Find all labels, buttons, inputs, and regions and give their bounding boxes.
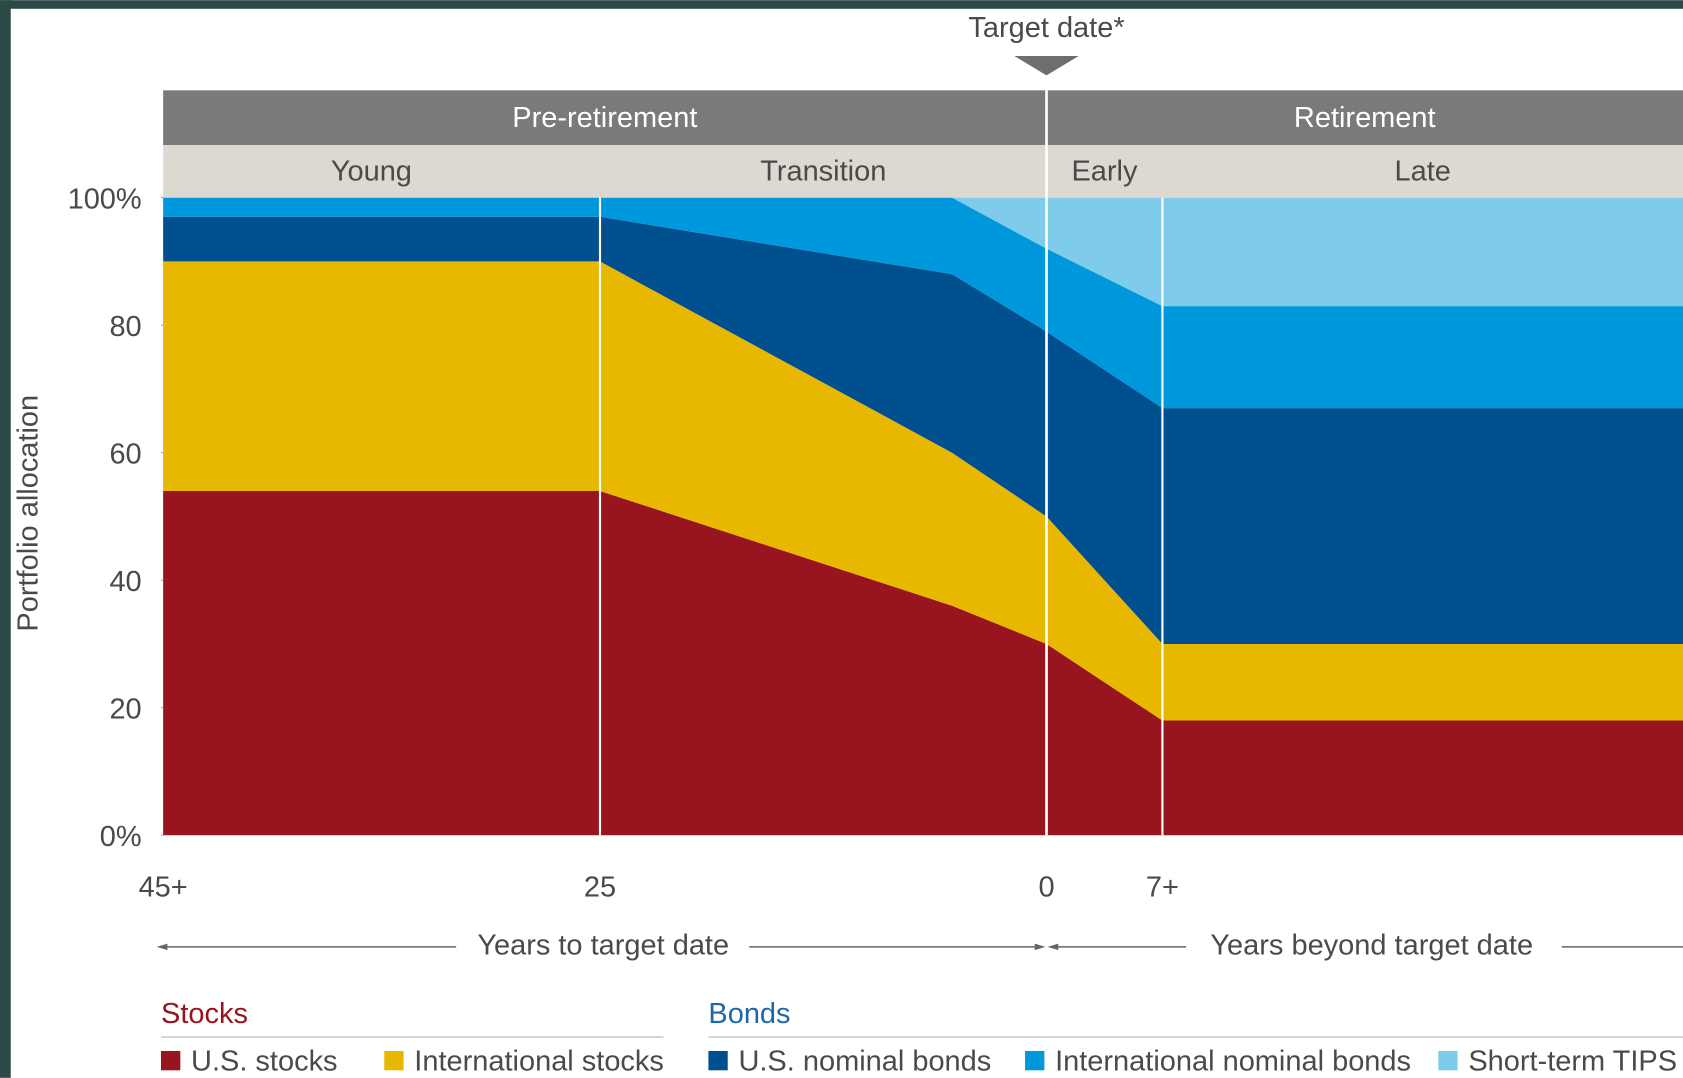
area [163, 197, 1683, 307]
legend-swatch [1025, 1050, 1045, 1071]
subphase-label: Late [1395, 156, 1451, 188]
overlay: Target date* Portfolio allocation Years … [13, 12, 1683, 962]
plot: Pre-retirement Retirement Young Transition E… [163, 90, 1683, 836]
arrow-head [1034, 943, 1046, 951]
legend-swatch [1438, 1050, 1458, 1071]
subphase-band [163, 145, 1683, 198]
legend-swatch [384, 1050, 404, 1071]
x-tick-label: 7+ [1146, 872, 1179, 904]
legend-label: U.S. nominal bonds [738, 1045, 991, 1077]
y-tick-label: 100% [68, 184, 142, 216]
y-tick-label: 80 [109, 311, 141, 343]
legend-label: Short-term TIPS [1468, 1045, 1677, 1077]
y-tick-label: 40 [109, 566, 141, 598]
legend-group: Stocks [161, 998, 248, 1030]
y-tick-label: 60 [109, 439, 141, 471]
legend-swatch [708, 1050, 728, 1071]
y-axis-label: Portfolio allocation [13, 395, 45, 632]
target-marker [1014, 55, 1079, 76]
subphase-label: Early [1071, 156, 1138, 188]
legend-label: International stocks [414, 1045, 664, 1077]
frame-top [0, 0, 1683, 9]
legend-swatch [161, 1050, 181, 1071]
phase-band [1046, 90, 1683, 146]
subphase-label: Transition [760, 156, 886, 188]
annotation: Target date* [968, 12, 1124, 44]
area [163, 197, 1683, 409]
y-tick-label: 0% [100, 821, 142, 853]
x-axis-label: Years to target date [477, 930, 729, 962]
arrow-head [156, 943, 168, 951]
phase-label: Pre-retirement [512, 102, 697, 134]
x-tick-label: 0 [1038, 872, 1054, 904]
phase-label: Retirement [1294, 102, 1436, 134]
legend-label: U.S. stocks [191, 1045, 338, 1077]
x-axis-label: Years beyond target date [1210, 930, 1533, 962]
y-tick-label: 20 [109, 694, 141, 726]
area [163, 216, 1683, 644]
phase-band [163, 90, 1047, 146]
x-tick-label: 45+ [139, 872, 188, 904]
legend-label: International nominal bonds [1055, 1045, 1411, 1077]
subphase-label: Young [331, 156, 412, 188]
frame-left [0, 0, 11, 1078]
area [163, 261, 1683, 721]
area [163, 490, 1683, 836]
legend-group: Bonds [708, 998, 790, 1030]
x-tick-label: 25 [584, 872, 616, 904]
